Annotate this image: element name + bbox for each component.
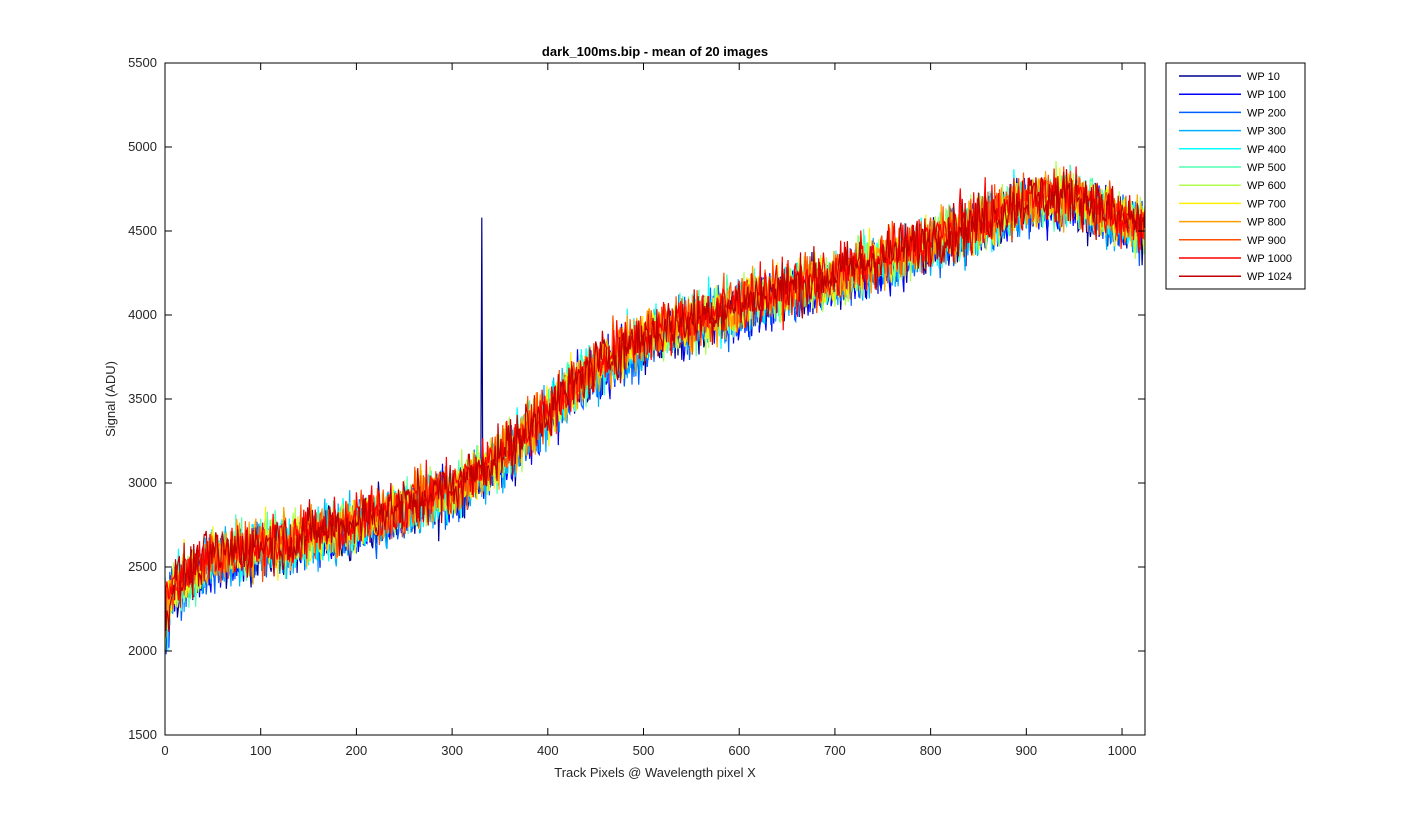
legend-entry-label: WP 500: [1247, 162, 1286, 174]
legend-entry-label: WP 300: [1247, 126, 1286, 138]
x-tick-label: 100: [250, 743, 272, 758]
legend-entry-label: WP 800: [1247, 217, 1286, 229]
x-tick-label: 400: [537, 743, 559, 758]
x-axis: 0 100 200 300 400 500 600 700 800 900 1000: [161, 63, 1136, 758]
legend-box: [1165, 62, 1306, 290]
x-tick-label: 0: [161, 743, 168, 758]
y-tick-label: 5000: [128, 139, 157, 154]
plot-series-lines: [165, 160, 1145, 658]
chart-title: dark_100ms.bip - mean of 20 images: [542, 44, 768, 59]
y-tick-label: 1500: [128, 727, 157, 742]
x-tick-label: 700: [824, 743, 846, 758]
y-tick-label: 3500: [128, 391, 157, 406]
y-axis: 1500 2000 2500 3000 3500 4000 4500 5000 5500: [128, 55, 1145, 742]
legend-entry-label: WP 700: [1247, 198, 1286, 210]
legend-entry-label: WP 600: [1247, 180, 1286, 192]
legend-entry-label: WP 200: [1247, 107, 1286, 119]
legend-entry-label: WP 1000: [1247, 253, 1292, 265]
x-tick-label: 600: [728, 743, 750, 758]
y-tick-label: 3000: [128, 475, 157, 490]
x-tick-label: 1000: [1108, 743, 1137, 758]
x-tick-label: 900: [1015, 743, 1037, 758]
y-tick-label: 4500: [128, 223, 157, 238]
y-tick-label: 2000: [128, 643, 157, 658]
y-tick-label: 2500: [128, 559, 157, 574]
x-tick-label: 300: [441, 743, 463, 758]
legend-entry-label: WP 900: [1247, 235, 1286, 247]
legend-entry-label: WP 1024: [1247, 271, 1292, 283]
legend-entry-label: WP 10: [1247, 71, 1280, 83]
y-tick-label: 5500: [128, 55, 157, 70]
x-tick-label: 800: [920, 743, 942, 758]
legend-entry-label: WP 100: [1247, 89, 1286, 101]
y-axis-label: Signal (ADU): [103, 361, 118, 437]
y-tick-label: 4000: [128, 307, 157, 322]
legend-entry-label: WP 400: [1247, 144, 1286, 156]
legend: WP 10 WP 100 WP 200 WP 300 WP 400 WP 500 WP 60…: [1165, 62, 1306, 290]
x-tick-label: 500: [633, 743, 655, 758]
x-axis-label: Track Pixels @ Wavelength pixel X: [554, 765, 756, 780]
x-tick-label: 200: [346, 743, 368, 758]
series-line-wp-1024: [165, 169, 1145, 632]
series-line-wp-900: [165, 166, 1145, 638]
